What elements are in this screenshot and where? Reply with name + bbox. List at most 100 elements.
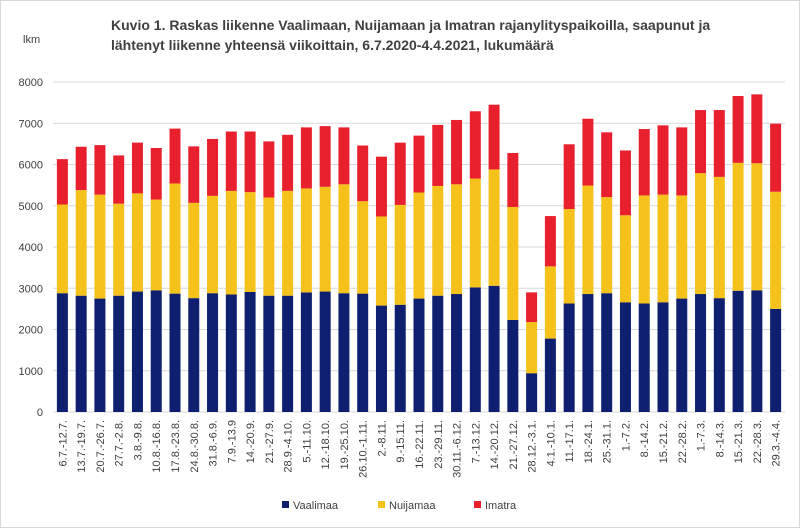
bar-segment: [657, 125, 669, 195]
x-tick-label: 9.-15.11.: [395, 420, 407, 463]
bar-segment: [75, 295, 87, 412]
bar-segment: [751, 94, 763, 164]
bar-segment: [375, 216, 387, 306]
bar-segment: [582, 118, 594, 186]
x-tick-label: 7.9.-13.9: [226, 420, 238, 463]
bar-segment: [619, 215, 631, 303]
bar-segment: [544, 216, 556, 267]
x-tick-label: 28.9.-4.10.: [283, 420, 295, 473]
bar-segment: [263, 141, 275, 198]
bar-segment: [544, 266, 556, 339]
x-tick-label: 22.-28.2.: [677, 420, 689, 463]
bar-segment: [601, 293, 613, 412]
bar-segment: [150, 148, 162, 200]
x-tick-label: 15.-21.3.: [733, 420, 745, 463]
y-tick-label: 5000: [19, 201, 43, 213]
x-tick-label: 12.-18.10.: [320, 420, 332, 470]
bar-segment: [56, 159, 68, 205]
bar-segment: [657, 194, 669, 303]
bar-segment: [451, 119, 463, 185]
bar-segment: [544, 338, 556, 412]
bar-segment: [75, 190, 87, 296]
bar-segment: [695, 294, 707, 412]
bar-segment: [695, 173, 707, 295]
bar-segment: [207, 293, 219, 412]
legend-swatch: [282, 501, 289, 508]
bar-segment: [113, 203, 125, 296]
bar-segment: [582, 294, 594, 412]
bar-segment: [432, 185, 444, 296]
bar-segment: [563, 144, 575, 210]
bar-segment: [695, 110, 707, 174]
bar-segment: [526, 292, 538, 323]
bar-segment: [488, 104, 500, 170]
legend-label: Vaalimaa: [293, 500, 339, 512]
x-tick-label: 11.-17.1.: [564, 420, 576, 463]
bar-segment: [507, 320, 519, 412]
bar-segment: [394, 204, 406, 305]
bar-segment: [338, 127, 350, 185]
bar-segment: [638, 303, 650, 412]
bar-segment: [563, 303, 575, 412]
x-tick-label: 27.7.-2.8.: [114, 420, 126, 466]
x-tick-label: 8.-14.3.: [714, 420, 726, 457]
bar-segment: [282, 190, 294, 296]
x-tick-label: 2.-8.11.: [376, 420, 388, 457]
bar-segment: [619, 302, 631, 412]
x-tick-label: 21.-27.12.: [508, 420, 520, 470]
bar-segment: [451, 294, 463, 412]
bar-segment: [751, 290, 763, 412]
bar-segment: [244, 192, 256, 292]
bar-segment: [169, 128, 181, 184]
bar-segment: [357, 145, 369, 202]
bar-segment: [469, 178, 481, 288]
bar-segment: [451, 184, 463, 295]
bar-segment: [713, 298, 725, 412]
x-tick-label: 10.8.-16.8.: [151, 420, 163, 473]
bar-segment: [56, 293, 68, 412]
legend-swatch: [378, 501, 385, 508]
x-tick-label: 6.7.-12.7.: [57, 420, 69, 466]
chart-title: Kuvio 1. Raskas liikenne Vaalimaan, Nuij…: [111, 17, 711, 53]
x-tick-label: 30.11.-6.12.: [452, 420, 464, 478]
x-tick-label: 28.12.-3.1.: [527, 420, 539, 473]
bar-segment: [207, 195, 219, 294]
bar-segment: [319, 291, 331, 412]
bar-segment: [676, 127, 688, 196]
x-tick-label: 20.7.-26.7.: [95, 420, 107, 473]
bar-segment: [770, 191, 782, 309]
y-tick-label: 3000: [19, 283, 43, 295]
bar-segment: [770, 123, 782, 192]
bar-segment: [751, 163, 763, 291]
bar-segment: [357, 201, 369, 294]
bar-segment: [94, 298, 106, 412]
bar-segment: [338, 184, 350, 294]
x-tick-label: 16.-22.11.: [414, 420, 426, 469]
bar-segment: [770, 308, 782, 412]
x-tick-label: 21.-27.9.: [264, 420, 276, 463]
x-tick-label: 24.8.-30.8.: [189, 420, 201, 473]
bar-segment: [244, 131, 256, 193]
bar-segment: [394, 304, 406, 412]
bar-segment: [657, 302, 669, 412]
bar-segment: [282, 295, 294, 412]
bar-segment: [526, 373, 538, 412]
bar-segment: [131, 142, 143, 194]
x-tick-label: 17.8.-23.8.: [170, 420, 182, 473]
y-tick-label: 6000: [19, 160, 43, 172]
x-tick-label: 14.-20.9.: [245, 420, 257, 463]
bar-segment: [638, 195, 650, 304]
x-tick-label: 19.-25.10.: [339, 420, 351, 470]
x-tick-label: 4.1.-10.1.: [545, 420, 557, 466]
x-tick-label: 31.8.-6.9.: [208, 420, 220, 466]
bar-segment: [732, 162, 744, 291]
bar-segment: [638, 129, 650, 196]
x-tick-label: 22.-28.3.: [752, 420, 764, 463]
bar-segment: [582, 185, 594, 295]
bar-segment: [207, 138, 219, 196]
bar-segment: [225, 131, 237, 191]
x-tick-label: 18.-24.1.: [583, 420, 595, 463]
legend-label: Imatra: [485, 500, 517, 512]
bar-segment: [619, 150, 631, 216]
